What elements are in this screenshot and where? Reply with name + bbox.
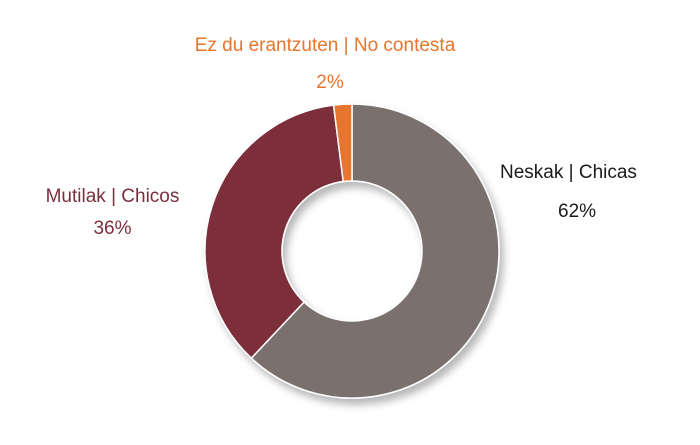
- slice-label-text: Mutilak | Chicos: [45, 186, 180, 207]
- slice-percent: 62%: [558, 201, 597, 222]
- donut-slice-1: [204, 104, 345, 360]
- donut-slice-2: [332, 103, 353, 183]
- slice-label-mutilak: Mutilak | Chicos 36%: [20, 186, 205, 240]
- slice-percent: 2%: [316, 72, 344, 93]
- slice-label-no-contesta: Ez du erantzuten | No contesta 2%: [150, 35, 500, 94]
- slice-percent: 36%: [93, 218, 132, 239]
- donut-slice-0: [250, 103, 500, 399]
- slice-label-text: Ez du erantzuten | No contesta: [194, 35, 456, 56]
- slice-label-text: Neskak | Chicas: [500, 162, 637, 183]
- slice-label-neskak: Neskak | Chicas 62%: [500, 162, 637, 223]
